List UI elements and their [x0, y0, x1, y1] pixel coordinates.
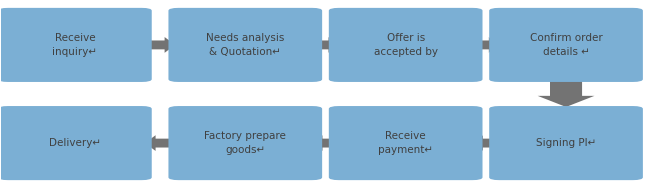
FancyArrow shape: [315, 37, 336, 53]
FancyBboxPatch shape: [168, 8, 322, 82]
FancyBboxPatch shape: [489, 8, 643, 82]
Text: Receive
inquiry↵: Receive inquiry↵: [52, 33, 97, 57]
FancyBboxPatch shape: [329, 106, 482, 180]
FancyBboxPatch shape: [168, 106, 322, 180]
Text: Receive
payment↵: Receive payment↵: [378, 131, 433, 155]
Text: Needs analysis
& Quotation↵: Needs analysis & Quotation↵: [206, 33, 285, 57]
FancyArrow shape: [315, 135, 336, 151]
Text: Signing PI↵: Signing PI↵: [536, 138, 597, 148]
FancyArrow shape: [476, 37, 496, 53]
FancyArrow shape: [537, 81, 595, 107]
Text: Factory prepare
goods↵: Factory prepare goods↵: [205, 131, 287, 155]
FancyBboxPatch shape: [0, 106, 152, 180]
FancyBboxPatch shape: [329, 8, 482, 82]
FancyArrow shape: [145, 37, 175, 53]
FancyArrow shape: [476, 135, 496, 151]
FancyArrow shape: [145, 135, 175, 151]
Text: Delivery↵: Delivery↵: [49, 138, 101, 148]
Text: Offer is
accepted by: Offer is accepted by: [374, 33, 437, 57]
Text: Confirm order
details ↵: Confirm order details ↵: [529, 33, 603, 57]
FancyBboxPatch shape: [0, 8, 152, 82]
FancyBboxPatch shape: [489, 106, 643, 180]
